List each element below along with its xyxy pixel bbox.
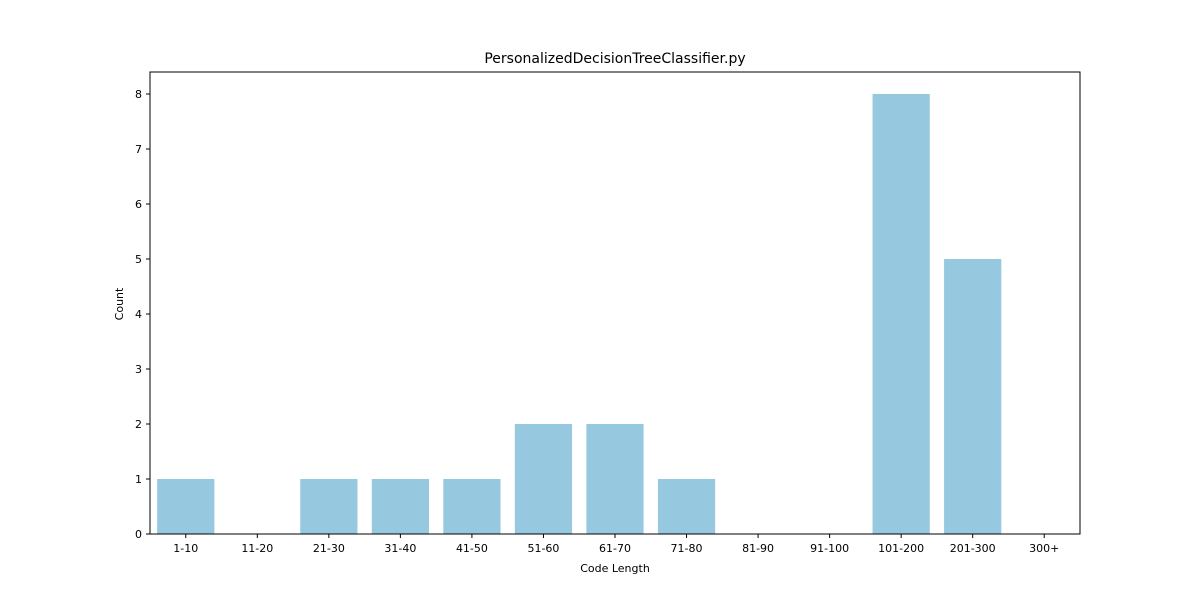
x-tick-label: 201-300 bbox=[950, 542, 996, 555]
y-tick-label: 8 bbox=[135, 88, 142, 101]
bar-1-10 bbox=[157, 479, 215, 534]
bar-71-80 bbox=[657, 479, 716, 534]
bar-21-30 bbox=[300, 479, 358, 534]
y-tick-label: 0 bbox=[135, 528, 142, 541]
y-axis: 0 1 2 3 4 5 6 7 8 bbox=[135, 88, 150, 541]
y-axis-label: Count bbox=[113, 287, 126, 320]
bar-61-70 bbox=[586, 424, 644, 534]
bar-41-50 bbox=[443, 479, 501, 534]
x-tick-label: 41-50 bbox=[456, 542, 488, 555]
x-tick-label: 81-90 bbox=[742, 542, 774, 555]
bar-31-40 bbox=[371, 479, 429, 534]
y-tick-label: 6 bbox=[135, 198, 142, 211]
x-tick-label: 300+ bbox=[1029, 542, 1059, 555]
y-tick-label: 5 bbox=[135, 253, 142, 266]
x-axis: 1-10 11-20 21-30 31-40 41-50 51-60 61-70 71-80 8… bbox=[173, 534, 1059, 555]
chart-title: PersonalizedDecisionTreeClassifier.py bbox=[484, 51, 745, 67]
x-tick-label: 11-20 bbox=[241, 542, 273, 555]
x-tick-label: 71-80 bbox=[671, 542, 703, 555]
x-tick-label: 51-60 bbox=[527, 542, 559, 555]
x-tick-label: 1-10 bbox=[173, 542, 198, 555]
x-tick-label: 21-30 bbox=[313, 542, 345, 555]
bar-201-300 bbox=[944, 259, 1002, 534]
bar-101-200 bbox=[872, 94, 930, 534]
x-tick-label: 91-100 bbox=[810, 542, 849, 555]
y-tick-label: 1 bbox=[135, 473, 142, 486]
y-tick-label: 7 bbox=[135, 143, 142, 156]
x-axis-label: Code Length bbox=[580, 562, 650, 575]
y-tick-label: 4 bbox=[135, 308, 142, 321]
x-tick-label: 31-40 bbox=[384, 542, 416, 555]
bars-group bbox=[157, 94, 1002, 534]
y-tick-label: 3 bbox=[135, 363, 142, 376]
y-tick-label: 2 bbox=[135, 418, 142, 431]
x-tick-label: 61-70 bbox=[599, 542, 631, 555]
bar-51-60 bbox=[514, 424, 573, 534]
x-tick-label: 101-200 bbox=[878, 542, 924, 555]
